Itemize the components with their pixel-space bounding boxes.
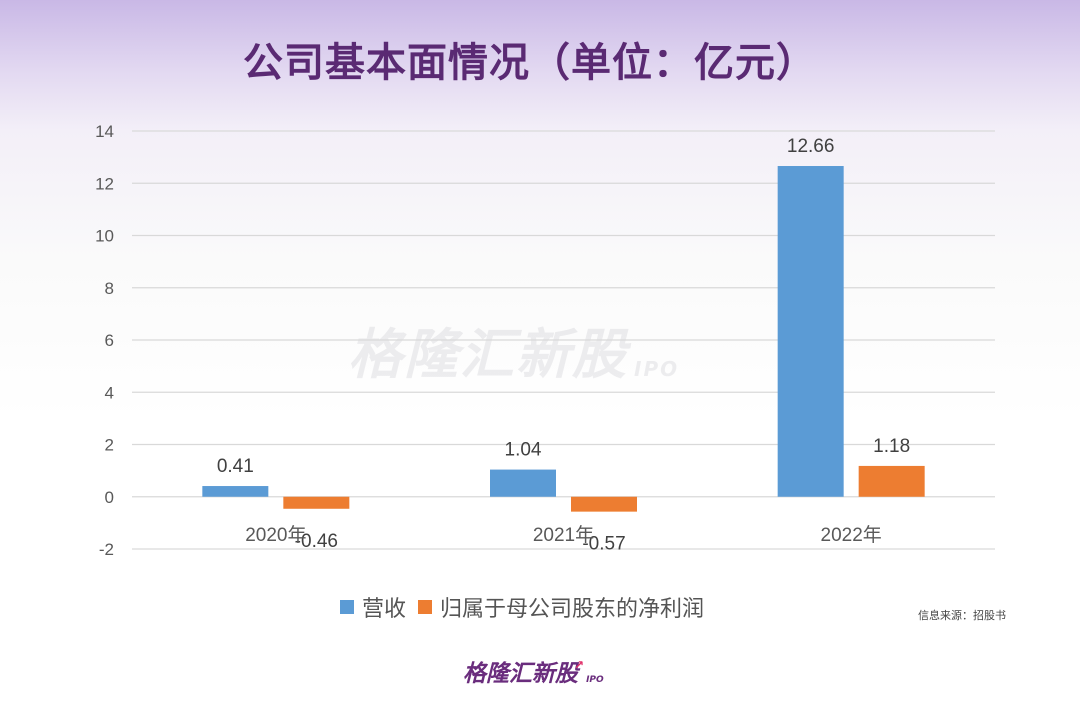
x-tick-label: 2022年 [821, 524, 882, 546]
brand-name: 格隆汇新股 [463, 661, 578, 687]
bar-chart: -2 0 2 4 6 8 10 12 14 0.41 -0.46 1.04 -0.57 12.66 1.1… [95, 122, 995, 559]
data-label: -0.57 [582, 534, 625, 555]
watermark-suffix: IPO [634, 357, 680, 381]
y-tick-label: 10 [95, 227, 114, 246]
x-tick-label: 2020年 [245, 524, 306, 546]
arrow-icon: ↗ [574, 658, 585, 672]
data-label: 0.41 [217, 456, 254, 477]
y-tick-label: 8 [105, 279, 114, 298]
legend-item-revenue[interactable]: 营收 [340, 591, 406, 623]
data-labels: 0.41 -0.46 1.04 -0.57 12.66 1.18 [217, 136, 910, 555]
chart-title: 公司基本面情况（单位：亿元） [243, 39, 817, 86]
x-axis-ticks: 2020年 2021年 2022年 [245, 524, 882, 546]
brand-suffix: IPO [586, 675, 604, 685]
watermark-text: 格隆汇新股 [348, 323, 628, 386]
grid-lines [132, 130, 995, 550]
bar-net-profit [858, 465, 925, 497]
bar-revenue [777, 166, 844, 497]
bar-revenue [202, 486, 269, 497]
y-tick-label: 6 [105, 331, 114, 350]
data-label: -0.46 [295, 531, 338, 552]
y-tick-label: -2 [99, 540, 114, 559]
source-note: 信息来源：招股书 [918, 609, 1006, 622]
legend: 营收 归属于母公司股东的净利润 [340, 591, 716, 623]
data-label: 1.04 [505, 440, 542, 461]
bar-net-profit [283, 496, 350, 509]
bar-revenue [490, 469, 556, 497]
y-tick-label: 12 [95, 174, 114, 193]
legend-label-net-profit: 归属于母公司股东的净利润 [440, 597, 705, 622]
legend-item-net-profit[interactable]: 归属于母公司股东的净利润 [418, 591, 704, 623]
brand-logo: 格隆汇新股 ↗ IPO [463, 654, 604, 688]
legend-swatch-net-profit [418, 600, 433, 614]
y-tick-label: 14 [95, 122, 114, 141]
data-label: 1.18 [873, 436, 910, 457]
watermark: 格隆汇新股 IPO [348, 310, 679, 389]
y-tick-label: 2 [105, 436, 114, 455]
legend-label-revenue: 营收 [362, 597, 407, 622]
y-tick-label: 0 [105, 488, 114, 507]
x-tick-label: 2021年 [533, 524, 594, 546]
bars [202, 166, 925, 512]
y-axis-ticks: -2 0 2 4 6 8 10 12 14 [95, 122, 114, 559]
legend-swatch-revenue [340, 600, 354, 614]
y-tick-label: 4 [105, 383, 114, 402]
data-label: 12.66 [787, 136, 835, 157]
bar-net-profit [571, 496, 637, 512]
